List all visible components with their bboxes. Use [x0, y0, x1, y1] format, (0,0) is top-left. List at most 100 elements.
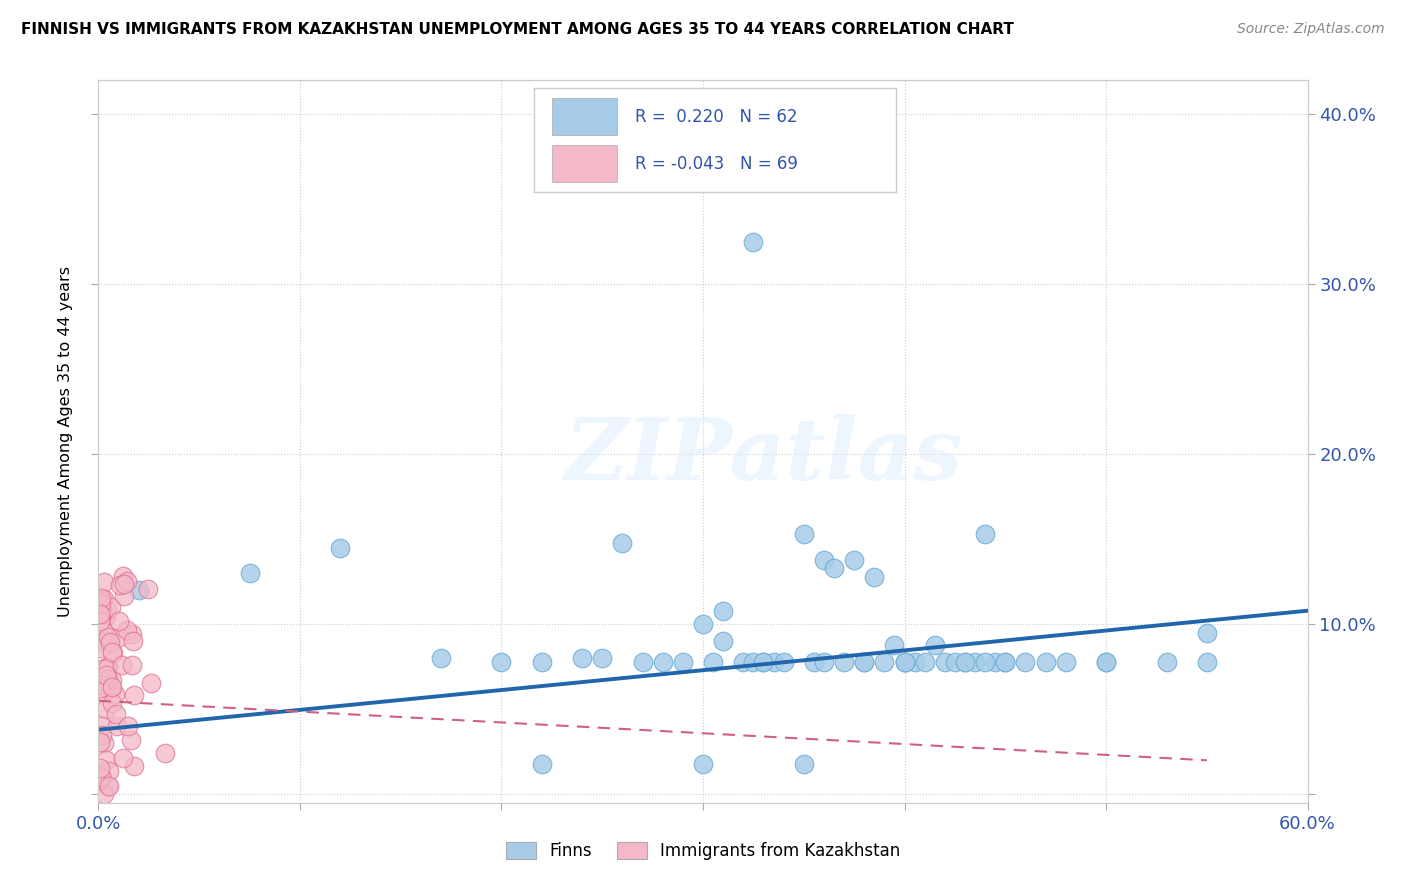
Point — [813, 655, 835, 669]
Point — [863, 570, 886, 584]
Point — [934, 655, 956, 669]
Point — [91, 770, 114, 784]
Point — [89, 735, 111, 749]
Point — [793, 527, 815, 541]
Point — [793, 756, 815, 771]
Point — [93, 625, 115, 640]
Point — [121, 626, 143, 640]
Point — [122, 633, 145, 648]
Legend: Finns, Immigrants from Kazakhstan: Finns, Immigrants from Kazakhstan — [499, 835, 907, 867]
Point — [571, 651, 593, 665]
Point — [122, 688, 145, 702]
Point — [89, 595, 111, 609]
Point — [612, 535, 634, 549]
Point — [711, 634, 734, 648]
Point — [112, 569, 135, 583]
Point — [100, 600, 122, 615]
Point — [117, 719, 139, 733]
Point — [97, 672, 120, 686]
Point — [89, 615, 111, 629]
Point — [893, 655, 915, 669]
Point — [1095, 655, 1118, 669]
Point — [90, 770, 112, 784]
Point — [111, 657, 134, 672]
Point — [994, 655, 1017, 669]
Point — [136, 582, 159, 596]
Point — [120, 733, 142, 747]
Point — [89, 773, 111, 788]
Point — [96, 608, 118, 623]
Point — [110, 578, 132, 592]
Point — [943, 655, 966, 669]
Point — [984, 655, 1007, 669]
Point — [90, 598, 112, 612]
Point — [1195, 655, 1218, 669]
Point — [491, 655, 513, 669]
Point — [98, 779, 121, 793]
Point — [924, 638, 946, 652]
Point — [112, 589, 135, 603]
Point — [89, 681, 111, 695]
Point — [108, 614, 131, 628]
Point — [752, 655, 775, 669]
Point — [953, 655, 976, 669]
Point — [1035, 655, 1057, 669]
Point — [733, 655, 755, 669]
Point — [96, 753, 118, 767]
Point — [97, 630, 120, 644]
Point — [752, 655, 775, 669]
Point — [89, 607, 111, 622]
Point — [883, 638, 905, 652]
Point — [832, 655, 855, 669]
Point — [91, 728, 114, 742]
Point — [813, 552, 835, 566]
Point — [772, 655, 794, 669]
Point — [89, 673, 111, 688]
Point — [96, 667, 118, 681]
Text: FINNISH VS IMMIGRANTS FROM KAZAKHSTAN UNEMPLOYMENT AMONG AGES 35 TO 44 YEARS COR: FINNISH VS IMMIGRANTS FROM KAZAKHSTAN UN… — [21, 22, 1014, 37]
Point — [702, 655, 724, 669]
Point — [904, 655, 927, 669]
Point — [91, 719, 114, 733]
Point — [742, 235, 765, 249]
Point — [89, 761, 111, 775]
Point — [692, 617, 714, 632]
Point — [762, 655, 785, 669]
Text: ZIPatlas: ZIPatlas — [564, 414, 963, 498]
Point — [101, 646, 124, 660]
Point — [98, 635, 121, 649]
Point — [893, 655, 915, 669]
Point — [1095, 655, 1118, 669]
Point — [100, 680, 122, 694]
Point — [115, 574, 138, 588]
Point — [965, 655, 987, 669]
Point — [974, 655, 997, 669]
Point — [101, 645, 124, 659]
Point — [530, 756, 553, 771]
Point — [122, 758, 145, 772]
Point — [93, 685, 115, 699]
Point — [823, 561, 845, 575]
Point — [115, 623, 138, 637]
Point — [97, 660, 120, 674]
Point — [104, 706, 127, 721]
Text: Source: ZipAtlas.com: Source: ZipAtlas.com — [1237, 22, 1385, 37]
Point — [104, 687, 127, 701]
Point — [430, 651, 453, 665]
Point — [112, 576, 135, 591]
Point — [844, 552, 866, 566]
Point — [893, 655, 915, 669]
Point — [98, 764, 121, 778]
Point — [329, 541, 352, 555]
Point — [873, 655, 896, 669]
Point — [139, 675, 162, 690]
Point — [93, 736, 115, 750]
Point — [101, 696, 124, 710]
Point — [89, 678, 111, 692]
Point — [91, 605, 114, 619]
Point — [91, 634, 114, 648]
Point — [631, 655, 654, 669]
Point — [96, 702, 118, 716]
Point — [1014, 655, 1036, 669]
Point — [1195, 625, 1218, 640]
